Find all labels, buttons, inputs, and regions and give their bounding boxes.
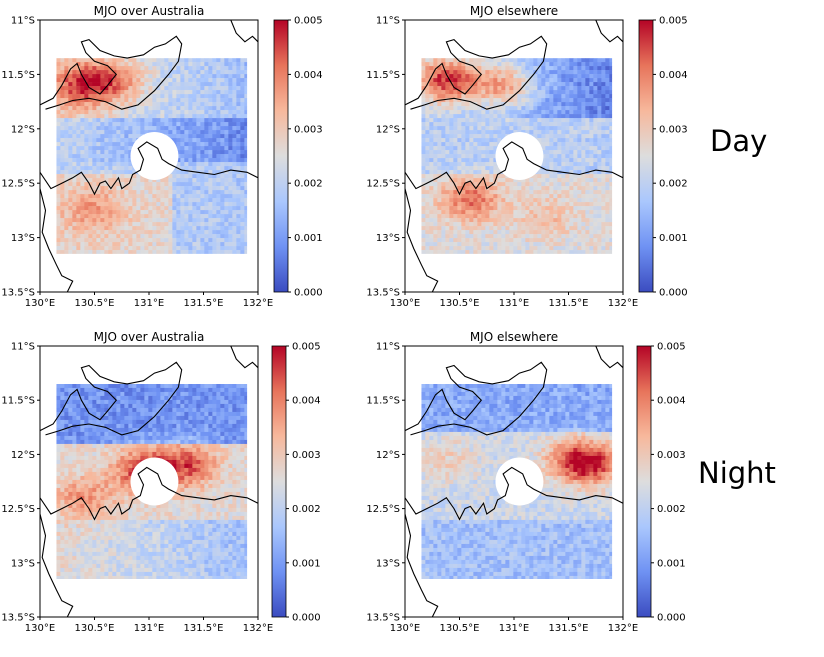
colorbar-tick-label: 0.003	[294, 124, 323, 135]
x-tick-label: 131.5°E	[549, 298, 589, 309]
colorbar-tick-label: 0.004	[659, 70, 688, 81]
coastline	[405, 346, 623, 617]
x-tick-label: 132°E	[243, 298, 273, 309]
x-tick-label: 130°E	[25, 623, 55, 634]
y-tick-label: 11°S	[376, 342, 400, 353]
colorbar-tick-label: 0.002	[294, 179, 323, 190]
x-tick-label: 130.5°E	[75, 298, 115, 309]
heatmap-field	[56, 58, 248, 254]
x-tick-label: 130.5°E	[440, 298, 480, 309]
map-panel-1: MJO over Australia 130°E 130.5°E 131°E 131.5…	[1, 4, 322, 309]
colorbar-tick-label: 0.001	[292, 558, 321, 569]
colorbar-tick-label: 0.003	[657, 450, 686, 461]
x-tick-label: 132°E	[608, 623, 638, 634]
y-tick-label: 13°S	[376, 558, 400, 569]
y-tick-label: 12°S	[376, 450, 400, 461]
colorbar-tick-label: 0.005	[657, 342, 686, 353]
y-tick-label: 11.5°S	[366, 70, 400, 81]
x-tick-label: 131.5°E	[184, 298, 224, 309]
colorbar-tick-label: 0.000	[657, 613, 686, 624]
colorbar-tick-label: 0.001	[294, 233, 323, 244]
map-panel-2: MJO elsewhere 130°E 130.5°E 131°E 131.5°E 132…	[366, 4, 687, 309]
colorbar-tick-label: 0.004	[294, 70, 323, 81]
y-tick-label: 11°S	[11, 16, 35, 27]
y-tick-label: 11.5°S	[1, 70, 35, 81]
colorbar-tick-label: 0.003	[292, 450, 321, 461]
x-tick-label: 130.5°E	[440, 623, 480, 634]
x-tick-label: 130°E	[25, 298, 55, 309]
x-tick-label: 130.5°E	[75, 623, 115, 634]
colorbar-tick-label: 0.000	[294, 288, 323, 299]
y-tick-label: 12.5°S	[1, 504, 35, 515]
colorbar	[273, 19, 289, 293]
colorbar-tick-label: 0.005	[659, 16, 688, 27]
colorbar-tick-label: 0.000	[659, 288, 688, 299]
y-tick-label: 11.5°S	[366, 396, 400, 407]
x-tick-label: 131.5°E	[184, 623, 224, 634]
coastline	[40, 20, 258, 292]
heatmap-field	[421, 58, 613, 254]
colorbar-tick-label: 0.003	[659, 124, 688, 135]
panel-title: MJO elsewhere	[470, 330, 558, 344]
y-tick-label: 12.5°S	[366, 504, 400, 515]
y-tick-label: 12°S	[11, 450, 35, 461]
map-panel-4: MJO elsewhere 130°E 130.5°E 131°E 131.5°E 132…	[366, 330, 685, 634]
y-tick-label: 12.5°S	[1, 179, 35, 190]
y-tick-label: 12°S	[376, 124, 400, 135]
y-tick-label: 12°S	[11, 124, 35, 135]
colorbar	[636, 345, 652, 618]
x-tick-label: 132°E	[608, 298, 638, 309]
x-tick-label: 130°E	[390, 298, 420, 309]
x-tick-label: 131°E	[499, 298, 529, 309]
panel-title: MJO over Australia	[94, 330, 205, 344]
y-tick-label: 13.5°S	[1, 288, 35, 299]
x-tick-label: 130°E	[390, 623, 420, 634]
heatmap-field	[421, 383, 613, 580]
colorbar-tick-label: 0.001	[657, 558, 686, 569]
x-tick-label: 132°E	[243, 623, 273, 634]
y-tick-label: 12.5°S	[366, 179, 400, 190]
colorbar-tick-label: 0.005	[294, 16, 323, 27]
y-tick-label: 11°S	[11, 342, 35, 353]
colorbar-tick-label: 0.004	[292, 396, 321, 407]
y-tick-label: 13.5°S	[366, 288, 400, 299]
colorbar-tick-label: 0.004	[657, 396, 686, 407]
x-tick-label: 131.5°E	[549, 623, 589, 634]
y-tick-label: 13.5°S	[1, 613, 35, 624]
y-tick-label: 13°S	[11, 558, 35, 569]
colorbar-tick-label: 0.005	[292, 342, 321, 353]
x-tick-label: 131°E	[134, 298, 164, 309]
colorbar	[271, 345, 287, 618]
y-tick-label: 13.5°S	[366, 613, 400, 624]
colorbar-tick-label: 0.002	[292, 504, 321, 515]
colorbar-tick-label: 0.001	[659, 233, 688, 244]
y-tick-label: 13°S	[376, 233, 400, 244]
y-tick-label: 11.5°S	[1, 396, 35, 407]
x-tick-label: 131°E	[499, 623, 529, 634]
panel-title: MJO over Australia	[94, 4, 205, 18]
map-panel-3: MJO over Australia 130°E 130.5°E 131°E 131.5…	[1, 330, 320, 634]
colorbar-tick-label: 0.002	[657, 504, 686, 515]
panel-title: MJO elsewhere	[470, 4, 558, 18]
row-label-night: Night	[698, 456, 776, 490]
colorbar-tick-label: 0.000	[292, 613, 321, 624]
heatmap-field	[56, 383, 248, 580]
x-tick-label: 131°E	[134, 623, 164, 634]
y-tick-label: 13°S	[11, 233, 35, 244]
coastline	[40, 346, 258, 617]
coastline	[405, 20, 623, 292]
colorbar	[638, 19, 654, 293]
row-label-day: Day	[710, 124, 768, 158]
y-tick-label: 11°S	[376, 16, 400, 27]
colorbar-tick-label: 0.002	[659, 179, 688, 190]
